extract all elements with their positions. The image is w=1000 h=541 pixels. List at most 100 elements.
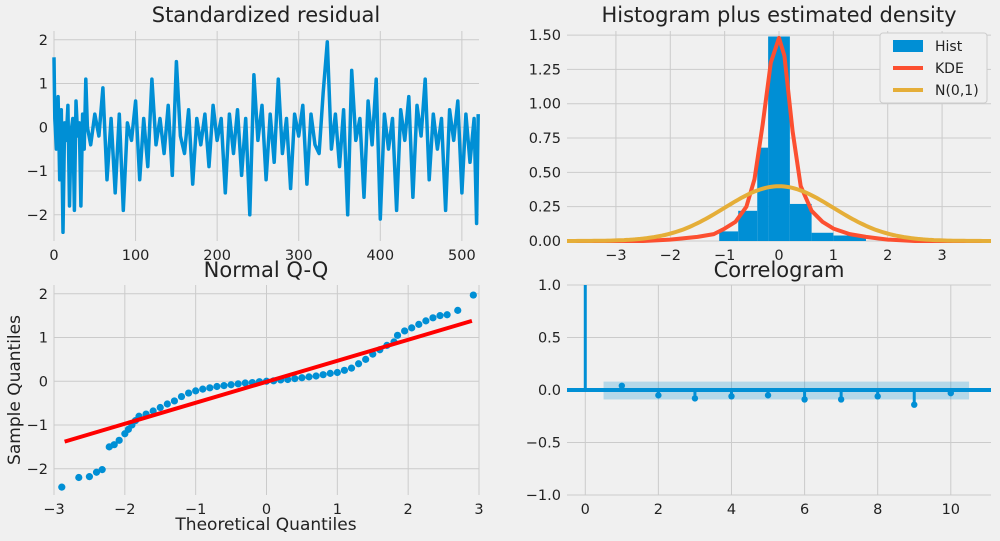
- qq-reference-line: [64, 318, 473, 444]
- qq-ytick-label: 1: [39, 331, 48, 347]
- resid-series-line: [52, 40, 480, 235]
- qq-point: [415, 320, 423, 328]
- resid-xtick-label: 100: [122, 248, 150, 264]
- resid-ytick-label: 1: [39, 77, 48, 93]
- qq-xtick-label: −2: [114, 502, 135, 518]
- qq-point: [85, 473, 94, 481]
- hist-bar: [789, 203, 812, 241]
- qq-xtick-label: 0: [262, 502, 271, 518]
- qq-point: [401, 327, 409, 335]
- normal-density-line: [567, 184, 991, 243]
- resid-xtick-label: 0: [49, 248, 58, 264]
- qq-point: [326, 369, 334, 377]
- hist-ytick-label: 1.00: [529, 97, 561, 113]
- qq-point: [92, 468, 101, 476]
- resid-panel: 0 100 200 300 400 500 −2 −1 0 1 2: [27, 31, 480, 264]
- acf-xtick-label: 6: [800, 502, 809, 518]
- qq-point: [213, 382, 221, 391]
- hist-panel: −3 −2 −1 0 1 2 3 0.00 0.25 0.50 0.75 1.00 1.25 1.50: [529, 28, 991, 264]
- qq-point: [429, 314, 437, 322]
- acf-marker: [728, 393, 735, 400]
- hist-xtick-label: 3: [937, 248, 946, 264]
- acf-marker: [655, 392, 662, 399]
- qq-point: [110, 441, 118, 449]
- qq-xtick-label: −1: [185, 502, 206, 518]
- acf-marker: [837, 396, 845, 403]
- legend-kde-label: KDE: [935, 61, 964, 77]
- legend-normal-label: N(0,1): [935, 83, 979, 99]
- qq-xlabel: Theoretical Quantiles: [174, 515, 356, 535]
- resid-ytick-label: −2: [27, 208, 48, 224]
- qq-point: [408, 324, 416, 332]
- acf-ytick-label: 0.5: [538, 331, 561, 347]
- qq-point: [199, 385, 207, 393]
- qq-point: [241, 379, 249, 387]
- qq-point: [393, 331, 402, 339]
- qq-xtick-label: 2: [404, 502, 413, 518]
- qq-point: [177, 392, 186, 401]
- acf-panel: 0 2 4 6 8 10 −1.0 −0.5 0.0 0.5 1.0: [526, 278, 991, 518]
- qq-point: [312, 372, 320, 380]
- acf-marker: [801, 396, 808, 403]
- qq-point: [333, 368, 341, 377]
- resid-ytick-label: 2: [39, 33, 48, 49]
- acf-marker: [764, 392, 772, 399]
- qq-point: [436, 312, 444, 320]
- qq-ytick-label: 2: [39, 287, 48, 303]
- qq-title: Normal Q-Q: [204, 258, 329, 282]
- qq-point: [156, 403, 164, 412]
- qq-xtick-label: 1: [333, 502, 342, 518]
- hist-title: Histogram plus estimated density: [601, 3, 956, 27]
- hist-bar: [811, 232, 834, 241]
- qq-point: [305, 373, 313, 381]
- qq-ytick-label: −2: [27, 462, 48, 478]
- hist-ytick-label: 1.25: [529, 62, 561, 78]
- acf-title: Correlogram: [714, 258, 845, 282]
- qq-point: [469, 291, 477, 299]
- acf-marker: [947, 389, 954, 397]
- qq-point: [354, 360, 363, 368]
- hist-xtick-label: −3: [605, 248, 626, 264]
- kde-line: [567, 35, 991, 243]
- qq-point: [319, 371, 327, 379]
- qq-point: [98, 466, 106, 474]
- acf-ytick-label: 0.0: [538, 383, 561, 399]
- hist-ytick-label: 0.00: [529, 234, 561, 250]
- qq-point: [340, 366, 349, 374]
- acf-marker: [911, 401, 918, 408]
- hist-bar: [757, 147, 769, 241]
- qq-point: [347, 364, 356, 372]
- qq-point: [220, 382, 228, 390]
- qq-point: [170, 397, 179, 405]
- hist-xtick-label: 2: [883, 248, 892, 264]
- hist-ytick-label: 1.50: [529, 28, 561, 44]
- qq-point: [454, 306, 462, 314]
- acf-ytick-label: −0.5: [526, 436, 561, 452]
- hist-bar: [719, 231, 739, 241]
- acf-xtick-label: 8: [873, 502, 882, 518]
- resid-xtick-label: 500: [448, 248, 476, 264]
- resid-ytick-label: 0: [39, 120, 48, 136]
- resid-title: Standardized residual: [152, 3, 381, 27]
- qq-ytick-label: 0: [39, 374, 48, 390]
- resid-xtick-label: 300: [285, 248, 313, 264]
- qq-point: [206, 384, 214, 392]
- qq-point: [443, 311, 451, 319]
- acf-marker: [691, 395, 699, 402]
- qq-point: [75, 473, 83, 482]
- qq-point: [234, 380, 242, 388]
- hist-bar: [833, 235, 866, 241]
- acf-ytick-label: −1.0: [526, 488, 561, 504]
- resid-xtick-label: 200: [203, 248, 231, 264]
- qq-point: [422, 317, 430, 325]
- qq-panel: −3 −2 −1 0 1 2 3 −2 −1 0 1 2: [27, 285, 484, 518]
- qq-point: [227, 381, 235, 389]
- acf-marker: [874, 393, 881, 400]
- hist-bar: [768, 36, 790, 241]
- qq-point: [291, 375, 299, 383]
- qq-point: [163, 400, 171, 408]
- qq-point: [184, 389, 193, 397]
- acf-xtick-label: 0: [581, 502, 590, 518]
- hist-xtick-label: −2: [660, 248, 681, 264]
